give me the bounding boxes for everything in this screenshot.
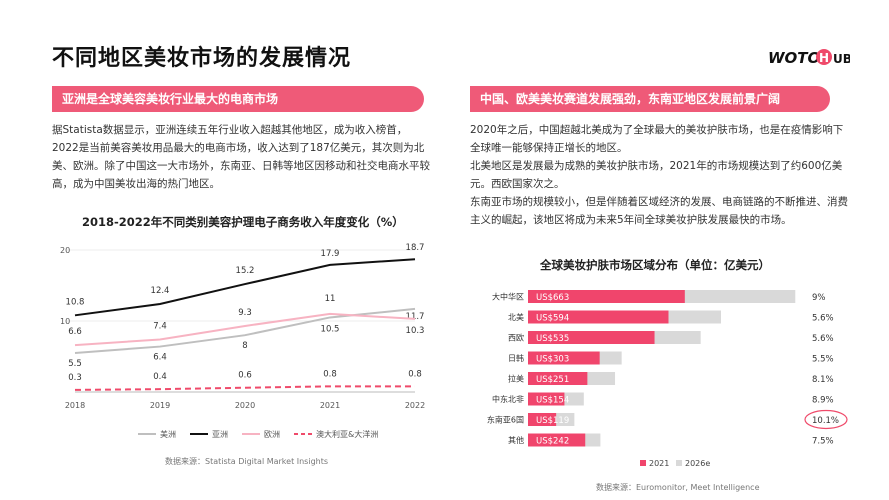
y-tick-label: 20 xyxy=(60,246,70,255)
category-label: 大中华区 xyxy=(492,292,524,302)
left-paragraph: 据Statista数据显示，亚洲连续五年行业收入超越其他地区，成为收入榜首，20… xyxy=(52,124,430,190)
legend-label: 2026e xyxy=(685,459,710,468)
bar-2021 xyxy=(528,413,557,426)
legend-label: 2021 xyxy=(649,459,669,468)
bar-chart: 大中华区 US$663 9% 北美 US$594 5.6% 西欧 US$535 5.6% 日韩 US… xyxy=(487,290,848,468)
data-label: 15.2 xyxy=(236,266,255,276)
growth-label: 9% xyxy=(812,293,826,303)
bar-2021 xyxy=(528,433,586,447)
left-banner: 亚洲是全球美容美妆行业最大的电商市场 xyxy=(52,86,424,112)
right-paragraph-3: 东南亚市场的规模较小，但是伴随着区域经济的发展、电商链路的不断推进、消费主义的崛… xyxy=(470,196,848,226)
right-paragraphs: 2020年之后，中国超越北美成为了全球最大的美妆护肤市场，也是在疫情影响下全球唯… xyxy=(470,121,850,229)
data-label: 8 xyxy=(242,341,247,351)
bar-chart-title: 全球美妆护肤市场区域分布（单位：亿美元） xyxy=(540,258,770,272)
bar-2021 xyxy=(528,392,565,406)
growth-label: 5.5% xyxy=(812,355,834,365)
growth-label: 8.1% xyxy=(812,375,834,385)
right-banner: 中国、欧美美妆赛道发展强劲，东南亚地区发展前景广阔 xyxy=(470,86,830,112)
legend-label: 澳大利亚&大洋洲 xyxy=(316,429,378,439)
bar-value-label: US$535 xyxy=(536,334,569,344)
data-label: 9.3 xyxy=(238,308,252,318)
data-label: 11 xyxy=(325,294,336,304)
category-label: 拉美 xyxy=(508,374,524,384)
bar-2021 xyxy=(528,310,669,324)
growth-label: 10.1% xyxy=(812,416,839,426)
page-title: 不同地区美妆市场的发展情况 xyxy=(52,46,352,71)
series-line-2 xyxy=(74,258,416,317)
legend-label: 亚洲 xyxy=(212,430,228,439)
data-label: 18.7 xyxy=(406,243,425,253)
x-tick-label: 2019 xyxy=(150,401,170,410)
y-tick-label: 10 xyxy=(60,317,70,326)
bar-value-label: US$663 xyxy=(536,293,569,303)
bar-value-label: US$154 xyxy=(536,396,569,406)
series-line-3 xyxy=(74,312,416,347)
series-line-4 xyxy=(74,385,415,391)
bar-value-label: US$119 xyxy=(536,416,569,426)
svg-text:H: H xyxy=(819,51,829,65)
svg-text:WOTO: WOTO xyxy=(768,49,821,67)
category-label: 东南亚6国 xyxy=(487,415,524,425)
data-label: 6.4 xyxy=(153,353,167,363)
legend-label: 美洲 xyxy=(160,429,176,439)
bar-value-label: US$251 xyxy=(536,375,569,385)
category-label: 西欧 xyxy=(508,333,524,343)
line-chart: 10 20 2018 2019 2020 2021 2022 5.5 6.4 8 10.5 11.7 1… xyxy=(60,243,425,439)
highlight-circle xyxy=(804,409,848,430)
data-label: 11.7 xyxy=(406,312,425,322)
data-label: 6.6 xyxy=(68,327,82,337)
right-paragraph-2: 北美地区是发展最为成熟的美妆护肤市场，2021年的市场规模达到了约600亿美元。… xyxy=(470,160,843,190)
bar-value-label: US$303 xyxy=(536,355,569,365)
data-label: 10.3 xyxy=(406,326,425,336)
data-label: 10.8 xyxy=(66,297,85,307)
data-label: 17.9 xyxy=(321,249,340,259)
growth-label: 7.5% xyxy=(812,437,834,447)
growth-label: 8.9% xyxy=(812,396,834,406)
category-label: 北美 xyxy=(508,312,524,322)
category-label: 其他 xyxy=(508,435,524,445)
bar-2021 xyxy=(528,372,588,385)
right-paragraph-1: 2020年之后，中国超越北美成为了全球最大的美妆护肤市场，也是在疫情影响下全球唯… xyxy=(470,124,844,154)
legend-label: 欧洲 xyxy=(264,429,280,439)
line-chart-title: 2018-2022年不同类别美容护理电子商务收入年度变化（%） xyxy=(82,215,404,229)
data-label: 7.4 xyxy=(153,321,167,331)
data-label: 12.4 xyxy=(151,286,170,296)
data-label: 0.8 xyxy=(323,369,337,379)
x-tick-label: 2022 xyxy=(405,401,425,410)
bar-value-label: US$242 xyxy=(536,437,569,447)
bar-2021 xyxy=(528,331,655,344)
brand-logo: WOTO H UB xyxy=(768,49,850,67)
category-label: 中东北非 xyxy=(492,394,524,404)
data-label: 0.3 xyxy=(68,373,82,383)
growth-label: 5.6% xyxy=(812,334,834,344)
svg-text:UB: UB xyxy=(833,52,850,66)
x-tick-label: 2018 xyxy=(65,401,85,410)
bar-2021 xyxy=(528,351,600,365)
data-label: 5.5 xyxy=(68,359,82,369)
x-tick-label: 2021 xyxy=(320,401,340,410)
bar-value-label: US$594 xyxy=(536,314,569,324)
x-tick-label: 2020 xyxy=(235,401,255,410)
data-label: 0.6 xyxy=(238,371,252,381)
growth-label: 5.6% xyxy=(812,314,834,324)
legend-swatch xyxy=(640,460,646,466)
data-label: 0.4 xyxy=(153,372,167,382)
data-label: 10.5 xyxy=(321,324,340,334)
left-source: 数据来源：Statista Digital Market Insights xyxy=(165,457,329,466)
bar-2021 xyxy=(528,290,685,303)
right-source: 数据来源：Euromonitor, Meet Intelligence xyxy=(596,483,760,492)
data-label: 0.8 xyxy=(408,369,422,379)
legend-swatch xyxy=(676,460,682,466)
category-label: 日韩 xyxy=(508,353,524,363)
